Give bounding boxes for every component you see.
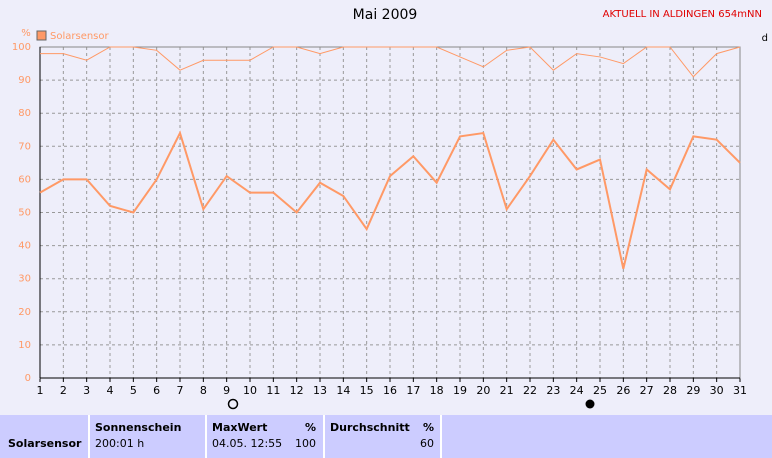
y-tick-label: 60 xyxy=(18,174,31,185)
x-tick-label: 28 xyxy=(663,384,677,397)
x-tick-label: 5 xyxy=(130,384,137,397)
y-tick-label: 50 xyxy=(18,208,31,219)
x-tick-label: 30 xyxy=(710,384,724,397)
x-tick-label: 7 xyxy=(177,384,184,397)
y-tick-label: 70 xyxy=(18,141,31,152)
y-tick-label: 100 xyxy=(12,42,31,53)
x-tick-label: 17 xyxy=(406,384,420,397)
x-tick-label: 26 xyxy=(616,384,630,397)
cell: 60 xyxy=(420,437,434,450)
x-tick-label: 13 xyxy=(313,384,327,397)
series-line xyxy=(40,46,741,78)
x-tick-label: 23 xyxy=(546,384,560,397)
station-label: AKTUELL IN ALDINGEN 654mNN xyxy=(603,9,762,20)
x-tick-label: 16 xyxy=(383,384,397,397)
moon-icon xyxy=(585,399,595,409)
x-tick-label: 24 xyxy=(570,384,584,397)
y-tick-label: 30 xyxy=(18,274,31,285)
x-tick-label: 1 xyxy=(37,384,44,397)
y-tick-label: 40 xyxy=(18,241,31,252)
x-tick-label: 11 xyxy=(266,384,280,397)
y-axis-label: % xyxy=(21,28,31,39)
moon-icon xyxy=(227,398,239,410)
x-tick-label: 25 xyxy=(593,384,607,397)
x-tick-label: 31 xyxy=(733,384,747,397)
series-line xyxy=(39,130,741,269)
y-tick-label: 20 xyxy=(18,307,31,318)
col-header: Durchschnitt xyxy=(330,421,410,434)
col-unit: % xyxy=(423,421,434,434)
y-tick-label: 10 xyxy=(18,340,31,351)
col-header: Sonnenschein xyxy=(95,421,181,434)
x-tick-label: 14 xyxy=(336,384,350,397)
cell: 100 xyxy=(295,437,316,450)
right-label: d xyxy=(762,33,768,44)
x-tick-label: 10 xyxy=(243,384,257,397)
x-tick-label: 19 xyxy=(453,384,467,397)
row-label: Solarsensor xyxy=(8,437,82,450)
x-tick-label: 22 xyxy=(523,384,537,397)
x-tick-label: 2 xyxy=(60,384,67,397)
x-tick-label: 8 xyxy=(200,384,207,397)
chart-title: Mai 2009 xyxy=(353,7,418,23)
x-tick-label: 12 xyxy=(290,384,304,397)
y-tick-label: 80 xyxy=(18,108,31,119)
x-tick-label: 3 xyxy=(83,384,90,397)
x-tick-label: 20 xyxy=(476,384,490,397)
x-tick-label: 4 xyxy=(107,384,114,397)
cell: 200:01 h xyxy=(95,437,144,450)
legend-label: Solarsensor xyxy=(50,31,110,42)
x-tick-label: 6 xyxy=(153,384,160,397)
y-tick-label: 0 xyxy=(25,373,31,384)
legend-swatch xyxy=(36,30,47,41)
x-tick-label: 15 xyxy=(360,384,374,397)
table-bg xyxy=(0,415,772,458)
x-tick-label: 18 xyxy=(430,384,444,397)
x-tick-label: 27 xyxy=(640,384,654,397)
col-header: MaxWert xyxy=(212,421,267,434)
col-unit: % xyxy=(305,421,316,434)
summary-table: Solarsensor Sonnenschein 200:01 h MaxWer… xyxy=(0,415,772,458)
x-tick-label: 29 xyxy=(686,384,700,397)
x-tick-label: 21 xyxy=(500,384,514,397)
cell: 04.05. 12:55 xyxy=(212,437,282,450)
y-tick-label: 90 xyxy=(18,75,31,86)
x-tick-label: 9 xyxy=(223,384,230,397)
